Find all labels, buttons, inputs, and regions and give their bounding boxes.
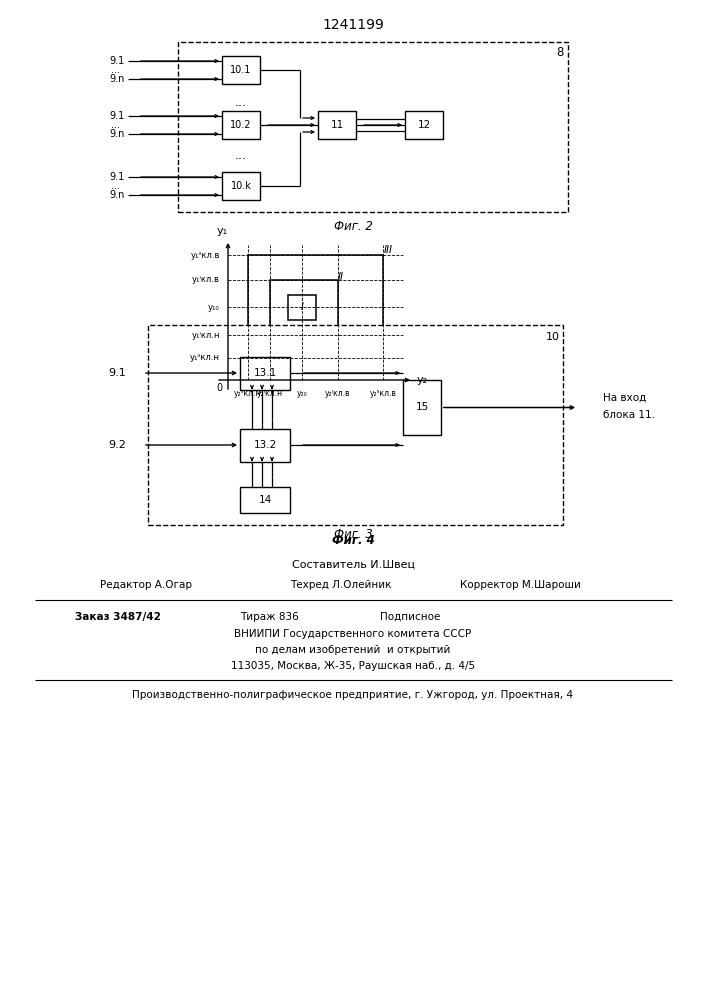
Text: Фиг. 2: Фиг. 2 (334, 221, 373, 233)
Text: по делам изобретений  и открытий: по делам изобретений и открытий (255, 645, 450, 655)
Bar (178, 42, 568, 212)
Text: Редактор А.Огар: Редактор А.Огар (100, 580, 192, 590)
Bar (270, 280, 338, 335)
Text: 15: 15 (416, 402, 428, 412)
Bar (248, 255, 383, 358)
Text: y₁: y₁ (216, 226, 228, 236)
Text: 13.1: 13.1 (253, 368, 276, 378)
Text: 9.2: 9.2 (108, 440, 126, 450)
Bar (148, 325, 563, 525)
Bar (318, 111, 356, 139)
Text: 9.1: 9.1 (110, 56, 125, 66)
Text: 10.k: 10.k (230, 181, 252, 191)
Text: 12: 12 (417, 120, 431, 130)
Text: y₁₀: y₁₀ (209, 302, 220, 312)
Text: Фиг. 3: Фиг. 3 (334, 528, 373, 542)
Text: Составитель И.Швец: Составитель И.Швец (291, 560, 414, 570)
Bar (222, 111, 260, 139)
Bar (403, 380, 441, 435)
Text: y₁ᴵкл.н: y₁ᴵкл.н (192, 330, 220, 340)
Text: Тираж 836: Тираж 836 (240, 612, 299, 622)
Text: ...: ... (110, 181, 119, 191)
Text: ...: ... (235, 96, 247, 109)
Text: 9.1: 9.1 (110, 111, 125, 121)
Text: 1241199: 1241199 (322, 18, 384, 32)
Text: 9.n: 9.n (110, 74, 125, 84)
Text: y₂ᴵкл.в: y₂ᴵкл.в (325, 388, 351, 397)
Bar (222, 56, 260, 84)
Text: ...: ... (235, 149, 247, 162)
Text: 8: 8 (556, 45, 563, 58)
Text: Фиг. 4: Фиг. 4 (332, 534, 375, 546)
Text: На вход: На вход (603, 392, 646, 402)
Text: 11: 11 (330, 120, 344, 130)
Text: 9.n: 9.n (110, 129, 125, 139)
Bar (288, 295, 316, 320)
Text: ...: ... (110, 120, 119, 130)
Text: 9.1: 9.1 (110, 172, 125, 182)
Bar (222, 172, 260, 200)
Text: Техред Л.Олейник: Техред Л.Олейник (290, 580, 392, 590)
Bar (240, 487, 290, 513)
Text: 10: 10 (546, 332, 560, 342)
Text: II: II (338, 272, 344, 282)
Bar (240, 357, 290, 389)
Text: блока 11.: блока 11. (603, 410, 655, 420)
Bar (405, 111, 443, 139)
Text: y₂: y₂ (416, 375, 428, 385)
Text: III: III (383, 245, 392, 255)
Text: 10.1: 10.1 (230, 65, 252, 75)
Text: ВНИИПИ Государственного комитета СССР: ВНИИПИ Государственного комитета СССР (235, 629, 472, 639)
Text: Заказ 3487/42: Заказ 3487/42 (75, 612, 161, 622)
Text: y₂ᴵᴵкл.в: y₂ᴵᴵкл.в (370, 388, 397, 397)
Text: y₁ᴵᴵкл.н: y₁ᴵᴵкл.н (190, 354, 220, 362)
Text: 9.n: 9.n (110, 190, 125, 200)
Text: Производственно-полиграфическое предприятие, г. Ужгород, ул. Проектная, 4: Производственно-полиграфическое предприя… (132, 690, 573, 700)
Text: 9.1: 9.1 (108, 368, 126, 378)
Text: 0: 0 (216, 383, 222, 393)
Text: y₂ᴵᴵкл.н: y₂ᴵᴵкл.н (234, 388, 262, 397)
Bar (240, 428, 290, 462)
Text: ...: ... (110, 65, 119, 75)
Text: 10.2: 10.2 (230, 120, 252, 130)
Text: y₁ᴵᴵкл.в: y₁ᴵᴵкл.в (191, 250, 220, 259)
Text: I: I (300, 302, 303, 312)
Text: y₂ᴵкл.н: y₂ᴵкл.н (257, 388, 283, 397)
Text: Подписное: Подписное (380, 612, 440, 622)
Text: Корректор М.Шароши: Корректор М.Шароши (460, 580, 581, 590)
Text: 113035, Москва, Ж-35, Раушская наб., д. 4/5: 113035, Москва, Ж-35, Раушская наб., д. … (231, 661, 475, 671)
Text: 14: 14 (258, 495, 271, 505)
Text: 13.2: 13.2 (253, 440, 276, 450)
Text: y₂₀: y₂₀ (297, 388, 308, 397)
Text: y₁ᴵкл.в: y₁ᴵкл.в (192, 275, 220, 284)
